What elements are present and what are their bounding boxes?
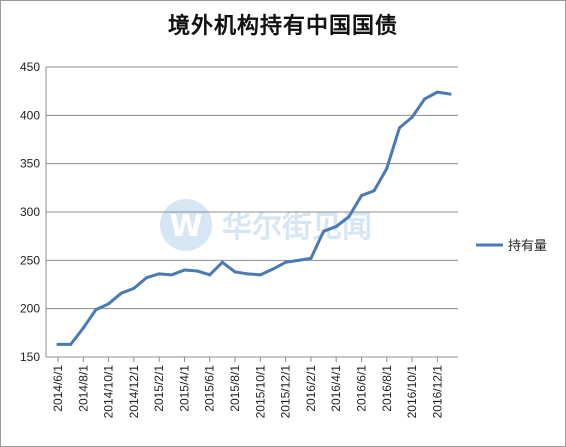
data-point [81,326,85,330]
data-point [182,268,186,272]
series-line [56,90,452,346]
y-tick-label: 200 [20,302,40,316]
data-point [334,225,338,228]
y-tick-label: 450 [20,60,40,74]
x-tick-label: 2014/12/1 [127,365,141,419]
data-point [119,291,123,295]
x-tick-label: 2015/8/1 [228,365,242,412]
data-point [195,269,199,273]
x-tick-label: 2016/10/1 [405,365,419,419]
data-point [94,308,98,312]
x-tick-label: 2016/8/1 [380,365,394,412]
x-tick-label: 2016/12/1 [430,365,444,419]
data-point [372,189,376,193]
legend: 持有量 [476,238,547,253]
data-point [322,229,326,233]
watermark-text: 华尔街见闻 [222,210,372,245]
data-point [246,272,250,276]
y-tick-label: 250 [20,253,40,267]
watermark: W 华尔街见闻 [160,199,372,251]
x-tick-label: 2016/6/1 [354,365,368,412]
y-tick-label: 400 [20,108,40,122]
x-tick-label: 2015/10/1 [253,365,267,419]
data-point [170,273,174,277]
data-point [208,273,212,277]
data-point [284,260,288,264]
data-point [347,215,351,219]
y-tick-label: 350 [20,157,40,171]
data-point [157,272,161,276]
x-tick-label: 2015/2/1 [152,365,166,412]
x-tick-label: 2016/4/1 [329,365,343,412]
data-point [359,194,363,198]
chart-title: 境外机构持有中国国债 [167,13,398,39]
data-point [132,286,136,290]
y-tick-label: 300 [20,205,40,219]
data-point [233,270,237,274]
data-point [220,260,224,264]
x-tick-label: 2015/6/1 [203,365,217,412]
data-point [145,276,149,280]
legend-label: 持有量 [508,238,547,253]
data-point [309,256,313,260]
data-point [69,342,73,346]
watermark-logo-letter: W [169,209,202,244]
data-point [258,273,262,277]
data-point [107,302,111,306]
data-point [296,258,300,262]
x-tick-label: 2015/12/1 [279,365,293,419]
data-point [385,167,389,170]
data-point [435,90,439,94]
x-tick-label: 2015/4/1 [177,365,191,412]
data-point [410,115,414,119]
data-point [448,92,452,96]
x-tick-label: 2016/2/1 [304,365,318,412]
y-tick-label: 150 [20,350,40,364]
data-point [271,267,275,271]
data-point [397,126,401,130]
data-point [423,97,427,101]
x-tick-label: 2014/10/1 [102,365,116,419]
data-point [56,342,60,346]
x-tick-label: 2014/6/1 [51,365,65,412]
x-tick-label: 2014/8/1 [76,365,90,412]
